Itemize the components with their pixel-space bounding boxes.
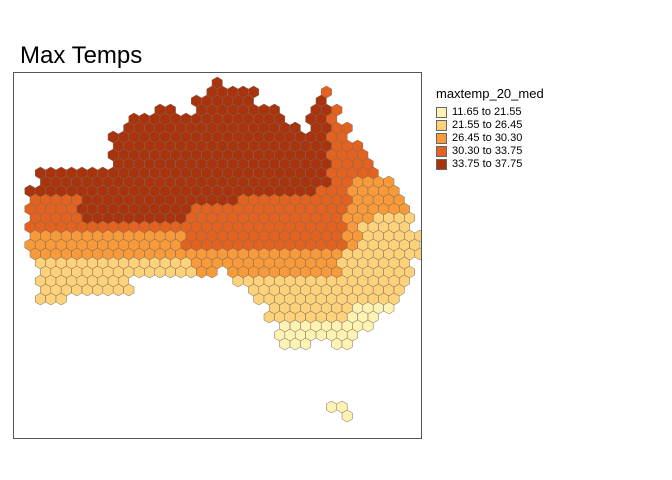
legend-entries: 11.65 to 21.55 21.55 to 26.45 26.45 to 3…	[436, 106, 544, 171]
legend-label: 30.30 to 33.75	[452, 145, 523, 157]
legend-title: maxtemp_20_med	[436, 86, 544, 101]
hex-cell	[341, 409, 353, 423]
legend-entry: 26.45 to 30.30	[436, 132, 544, 145]
hex-map	[24, 76, 421, 423]
legend: maxtemp_20_med 11.65 to 21.55 21.55 to 2…	[436, 86, 544, 171]
hex-cell	[362, 319, 374, 333]
legend-label: 21.55 to 26.45	[452, 119, 523, 131]
hex-cell	[123, 283, 135, 297]
hex-cell	[300, 337, 312, 351]
legend-entry: 33.75 to 37.75	[436, 158, 544, 171]
hex-cell	[414, 247, 421, 261]
legend-label: 33.75 to 37.75	[452, 158, 523, 170]
legend-entry: 21.55 to 26.45	[436, 119, 544, 132]
hex-cell	[383, 301, 395, 315]
map-title: Max Temps	[20, 42, 143, 69]
legend-entry: 30.30 to 33.75	[436, 145, 544, 158]
legend-swatch	[436, 107, 447, 118]
legend-swatch	[436, 133, 447, 144]
hex-cell	[206, 265, 218, 279]
legend-label: 11.65 to 21.55	[452, 106, 522, 118]
legend-label: 26.45 to 30.30	[452, 132, 523, 144]
hex-cell	[55, 292, 67, 306]
hex-cell	[341, 337, 353, 351]
legend-entry: 11.65 to 21.55	[436, 106, 544, 119]
legend-swatch	[436, 120, 447, 131]
legend-swatch	[436, 146, 447, 157]
legend-swatch	[436, 159, 447, 170]
map-panel	[13, 72, 422, 439]
hex-cell	[326, 400, 338, 414]
